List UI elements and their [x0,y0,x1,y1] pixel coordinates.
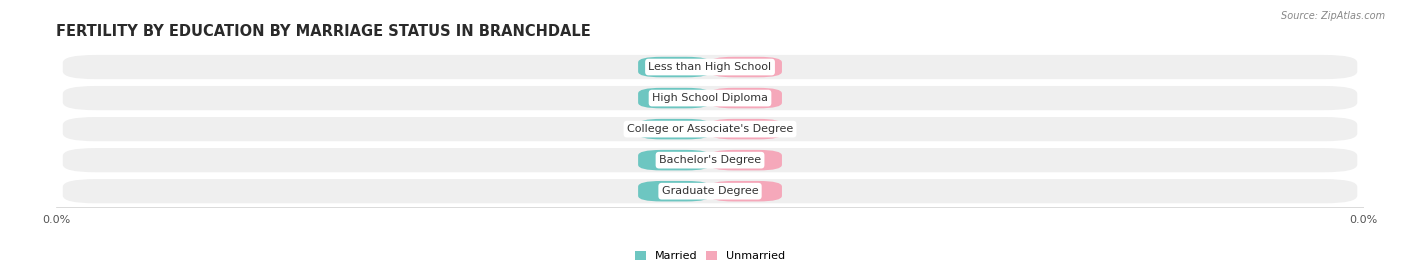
Text: 0.0%: 0.0% [659,155,689,165]
Text: Source: ZipAtlas.com: Source: ZipAtlas.com [1281,11,1385,21]
FancyBboxPatch shape [63,148,1357,172]
Text: 0.0%: 0.0% [731,93,761,103]
Text: FERTILITY BY EDUCATION BY MARRIAGE STATUS IN BRANCHDALE: FERTILITY BY EDUCATION BY MARRIAGE STATU… [56,24,591,39]
FancyBboxPatch shape [63,55,1357,79]
FancyBboxPatch shape [710,181,782,201]
FancyBboxPatch shape [710,57,782,77]
Text: Bachelor's Degree: Bachelor's Degree [659,155,761,165]
FancyBboxPatch shape [63,179,1357,203]
FancyBboxPatch shape [710,88,782,108]
FancyBboxPatch shape [638,119,710,139]
FancyBboxPatch shape [638,150,710,170]
Legend: Married, Unmarried: Married, Unmarried [630,246,790,266]
FancyBboxPatch shape [638,181,710,201]
Text: 0.0%: 0.0% [731,186,761,196]
FancyBboxPatch shape [63,86,1357,110]
Text: College or Associate's Degree: College or Associate's Degree [627,124,793,134]
FancyBboxPatch shape [710,119,782,139]
FancyBboxPatch shape [638,88,710,108]
FancyBboxPatch shape [710,150,782,170]
Text: 0.0%: 0.0% [659,93,689,103]
Text: Less than High School: Less than High School [648,62,772,72]
FancyBboxPatch shape [638,57,710,77]
Text: 0.0%: 0.0% [659,186,689,196]
Text: 0.0%: 0.0% [731,124,761,134]
Text: 0.0%: 0.0% [731,62,761,72]
Text: 0.0%: 0.0% [731,155,761,165]
FancyBboxPatch shape [63,117,1357,141]
Text: Graduate Degree: Graduate Degree [662,186,758,196]
Text: 0.0%: 0.0% [659,124,689,134]
Text: High School Diploma: High School Diploma [652,93,768,103]
Text: 0.0%: 0.0% [659,62,689,72]
